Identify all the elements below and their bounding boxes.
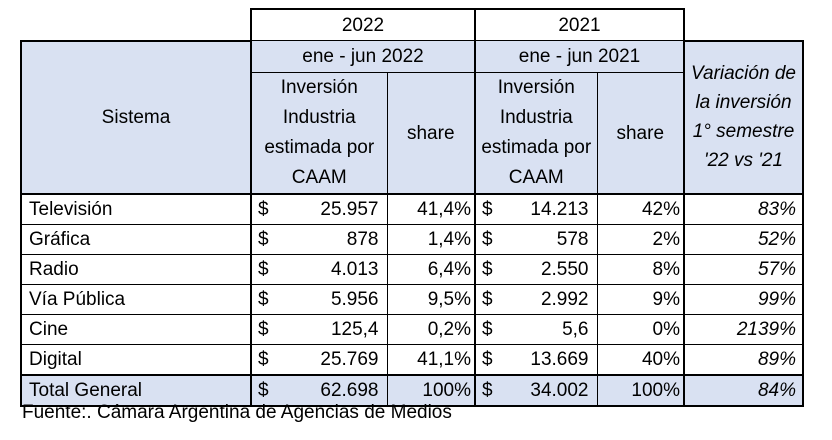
currency-cell: $ <box>250 284 279 315</box>
total-label-cell: Total General <box>20 374 252 407</box>
share-2021-cell: 9% <box>596 284 685 315</box>
currency-cell: $ <box>250 344 279 376</box>
sistema-cell: Cine <box>20 314 252 345</box>
inv-2022-cell: 4.013 <box>279 254 388 285</box>
currency-cell: $ <box>474 193 500 225</box>
table-row: Televisión $ 25.957 41,4% $ 14.213 42% 8… <box>20 193 804 225</box>
currency-cell: $ <box>250 193 279 225</box>
currency-cell: $ <box>474 224 500 255</box>
share-2022-cell: 9,5% <box>386 284 476 315</box>
total-variacion-cell: 84% <box>683 374 804 407</box>
share-2021-cell: 8% <box>596 254 685 285</box>
variacion-cell: 52% <box>683 224 804 255</box>
share-2021-cell: 40% <box>596 344 685 376</box>
currency-cell: $ <box>474 314 500 345</box>
sistema-header: Sistema <box>20 39 252 195</box>
investment-table: 2022 2021 Sistema ene - jun 2022 ene - j… <box>20 8 804 407</box>
currency-cell: $ <box>474 374 500 407</box>
share-2022-header: share <box>386 72 476 195</box>
share-2021-cell: 0% <box>596 314 685 345</box>
currency-cell: $ <box>474 254 500 285</box>
variacion-cell: 99% <box>683 284 804 315</box>
inv-2022-cell: 125,4 <box>279 314 388 345</box>
inv-2021-cell: 2.550 <box>500 254 598 285</box>
total-share-2022-cell: 100% <box>386 374 476 407</box>
table-row: Digital $ 25.769 41,1% $ 13.669 40% 89% <box>20 344 804 376</box>
table-row: Gráfica $ 878 1,4% $ 578 2% 52% <box>20 224 804 255</box>
share-2021-cell: 2% <box>596 224 685 255</box>
share-2022-cell: 6,4% <box>386 254 476 285</box>
inversion-2022-header: Inversión Industria estimada por CAAM <box>250 72 388 195</box>
inv-2022-cell: 5.956 <box>279 284 388 315</box>
variacion-cell: 89% <box>683 344 804 376</box>
variacion-cell: 57% <box>683 254 804 285</box>
total-inv-2022-cell: 62.698 <box>279 374 388 407</box>
table-row: Cine $ 125,4 0,2% $ 5,6 0% 2139% <box>20 314 804 345</box>
share-2022-cell: 41,4% <box>386 193 476 225</box>
currency-cell: $ <box>250 254 279 285</box>
total-inv-2021-cell: 34.002 <box>500 374 598 407</box>
currency-cell: $ <box>250 374 279 407</box>
period-2022-header: ene - jun 2022 <box>250 40 476 73</box>
variacion-header: Variación de la inversión 1° semestre '2… <box>683 39 804 195</box>
share-2021-cell: 42% <box>596 193 685 225</box>
currency-cell: $ <box>474 284 500 315</box>
inv-2021-cell: 14.213 <box>500 193 598 225</box>
total-share-2021-cell: 100% <box>596 374 685 407</box>
sistema-cell: Gráfica <box>20 224 252 255</box>
inv-2021-cell: 13.669 <box>500 344 598 376</box>
inv-2022-cell: 878 <box>279 224 388 255</box>
source-note: Fuente:. Cámara Argentina de Agencias de… <box>22 402 452 423</box>
inversion-2021-header: Inversión Industria estimada por CAAM <box>474 72 598 195</box>
share-2022-cell: 41,1% <box>386 344 476 376</box>
currency-cell: $ <box>474 344 500 376</box>
year-2022-header: 2022 <box>250 8 476 41</box>
sistema-cell: Digital <box>20 344 252 376</box>
currency-cell: $ <box>250 314 279 345</box>
table-row: Vía Pública $ 5.956 9,5% $ 2.992 9% 99% <box>20 284 804 315</box>
inv-2022-cell: 25.769 <box>279 344 388 376</box>
blank-corner <box>21 9 251 41</box>
variacion-cell: 2139% <box>683 314 804 345</box>
inv-2021-cell: 578 <box>500 224 598 255</box>
variacion-cell: 83% <box>683 193 804 225</box>
sistema-cell: Vía Pública <box>20 284 252 315</box>
inv-2022-cell: 25.957 <box>279 193 388 225</box>
sistema-cell: Radio <box>20 254 252 285</box>
inv-2021-cell: 2.992 <box>500 284 598 315</box>
share-2022-cell: 1,4% <box>386 224 476 255</box>
year-2021-header: 2021 <box>474 8 685 41</box>
currency-cell: $ <box>250 224 279 255</box>
sistema-cell: Televisión <box>20 193 252 225</box>
total-row: Total General $ 62.698 100% $ 34.002 100… <box>20 374 804 407</box>
share-2022-cell: 0,2% <box>386 314 476 345</box>
inv-2021-cell: 5,6 <box>500 314 598 345</box>
period-2021-header: ene - jun 2021 <box>474 40 685 73</box>
table-row: Radio $ 4.013 6,4% $ 2.550 8% 57% <box>20 254 804 285</box>
share-2021-header: share <box>596 72 685 195</box>
blank-corner-right <box>684 9 803 41</box>
